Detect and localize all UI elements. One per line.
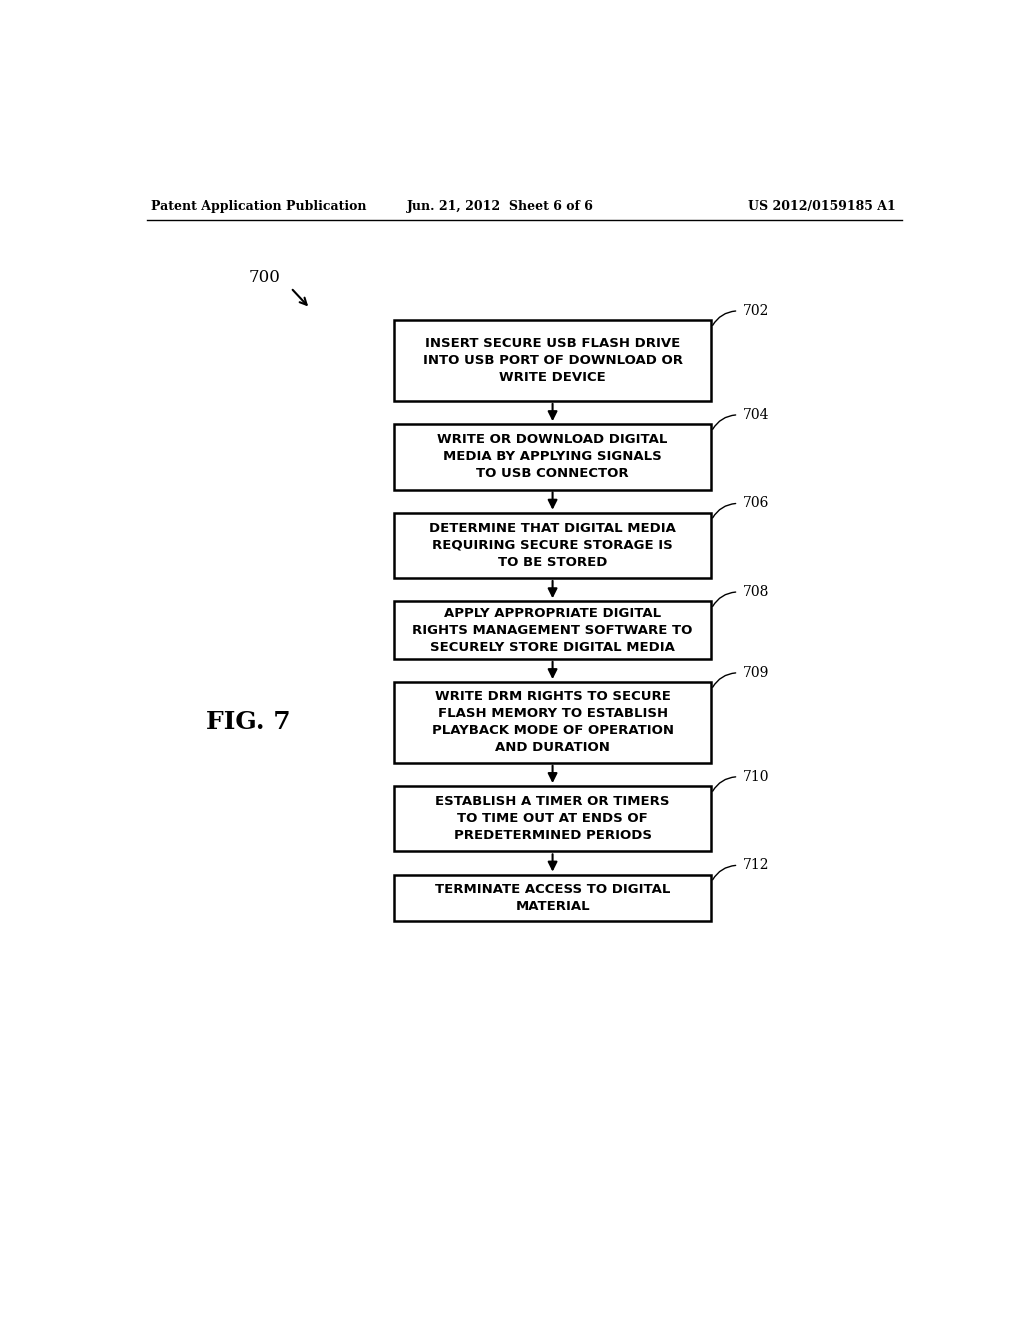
Text: 712: 712 xyxy=(743,858,770,873)
Text: ESTABLISH A TIMER OR TIMERS
TO TIME OUT AT ENDS OF
PREDETERMINED PERIODS: ESTABLISH A TIMER OR TIMERS TO TIME OUT … xyxy=(435,795,670,842)
Text: INSERT SECURE USB FLASH DRIVE
INTO USB PORT OF DOWNLOAD OR
WRITE DEVICE: INSERT SECURE USB FLASH DRIVE INTO USB P… xyxy=(423,337,683,384)
Bar xyxy=(394,601,712,659)
Bar xyxy=(394,682,712,763)
Text: FIG. 7: FIG. 7 xyxy=(206,710,291,734)
Text: WRITE DRM RIGHTS TO SECURE
FLASH MEMORY TO ESTABLISH
PLAYBACK MODE OF OPERATION
: WRITE DRM RIGHTS TO SECURE FLASH MEMORY … xyxy=(431,690,674,755)
Text: 700: 700 xyxy=(248,269,280,286)
Bar xyxy=(394,874,712,921)
Text: 710: 710 xyxy=(743,770,770,784)
Text: 706: 706 xyxy=(743,496,769,511)
Text: TERMINATE ACCESS TO DIGITAL
MATERIAL: TERMINATE ACCESS TO DIGITAL MATERIAL xyxy=(435,883,671,912)
Bar xyxy=(394,785,712,851)
Text: 709: 709 xyxy=(743,665,769,680)
Text: 704: 704 xyxy=(743,408,770,422)
Text: DETERMINE THAT DIGITAL MEDIA
REQUIRING SECURE STORAGE IS
TO BE STORED: DETERMINE THAT DIGITAL MEDIA REQUIRING S… xyxy=(429,521,676,569)
Text: APPLY APPROPRIATE DIGITAL
RIGHTS MANAGEMENT SOFTWARE TO
SECURELY STORE DIGITAL M: APPLY APPROPRIATE DIGITAL RIGHTS MANAGEM… xyxy=(413,606,693,653)
Text: 708: 708 xyxy=(743,585,769,599)
Text: Jun. 21, 2012  Sheet 6 of 6: Jun. 21, 2012 Sheet 6 of 6 xyxy=(407,199,594,213)
Bar xyxy=(394,321,712,401)
Text: Patent Application Publication: Patent Application Publication xyxy=(152,199,367,213)
Bar xyxy=(394,424,712,490)
Bar xyxy=(394,512,712,578)
Text: WRITE OR DOWNLOAD DIGITAL
MEDIA BY APPLYING SIGNALS
TO USB CONNECTOR: WRITE OR DOWNLOAD DIGITAL MEDIA BY APPLY… xyxy=(437,433,668,480)
Text: 702: 702 xyxy=(743,304,769,318)
Text: US 2012/0159185 A1: US 2012/0159185 A1 xyxy=(748,199,895,213)
